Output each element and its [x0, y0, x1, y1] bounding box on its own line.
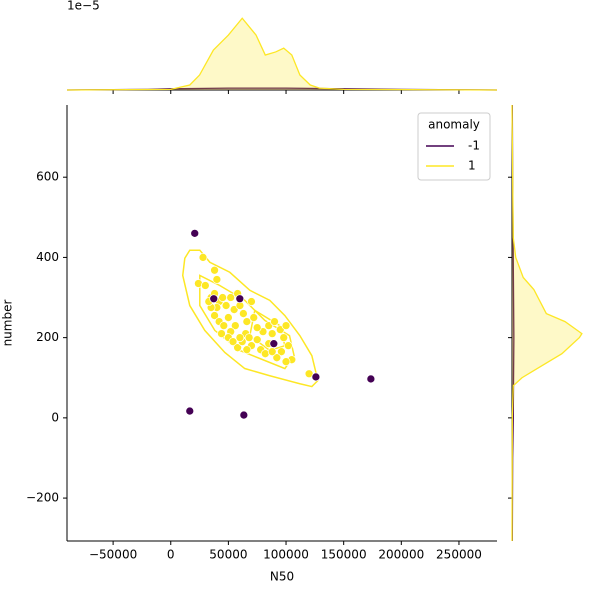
scatter-point — [221, 301, 231, 310]
scatter-point — [219, 321, 229, 330]
y-tick-label: 200 — [36, 330, 59, 344]
scatter-point — [226, 293, 236, 302]
y-tick-label: −200 — [26, 491, 59, 505]
scatter-point — [247, 297, 256, 306]
scatter-point — [279, 333, 289, 342]
scatter-point — [233, 343, 242, 353]
kde-area — [67, 18, 497, 91]
y-tick-label: 400 — [36, 250, 59, 264]
scatter-point — [242, 317, 252, 326]
scatter-point — [252, 335, 262, 344]
scatter-point — [272, 353, 282, 363]
scatter-point — [224, 313, 233, 322]
scatter-point — [228, 337, 238, 347]
y-axis-label: number — [1, 300, 15, 347]
x-tick-label: 250000 — [436, 548, 482, 562]
scatter-point — [185, 406, 195, 416]
scatter-point — [281, 357, 291, 367]
kde-contour — [181, 249, 319, 388]
scatter-point — [230, 321, 240, 330]
scatter-point — [311, 372, 321, 382]
x-tick-label: 150000 — [321, 548, 367, 562]
legend-label: 1 — [468, 159, 476, 173]
scatter-point — [217, 329, 226, 338]
scatter-point — [267, 347, 277, 357]
scatter-point — [244, 333, 254, 342]
kde-line — [66, 17, 498, 91]
scatter-point — [212, 275, 222, 284]
x-axis-label: N50 — [270, 570, 294, 584]
scatter-point — [198, 253, 208, 262]
scatter-point — [218, 293, 227, 302]
scatter-point — [235, 333, 245, 342]
x-tick-label: −50000 — [89, 548, 137, 562]
scatter-point — [281, 321, 291, 330]
scatter-point — [209, 294, 219, 304]
scatter-point — [190, 229, 200, 238]
x-tick-label: 100000 — [263, 548, 309, 562]
y-tick-label: 0 — [51, 410, 59, 424]
scatter-point — [277, 347, 286, 357]
legend-label: -1 — [468, 139, 480, 153]
x-tick-label: 200000 — [378, 548, 424, 562]
offset-label: 1e−5 — [67, 0, 100, 13]
x-tick-label: 0 — [167, 548, 175, 562]
kde-line — [511, 104, 583, 542]
scatter-point — [239, 410, 249, 420]
scatter-point — [239, 309, 248, 318]
y-tick-label: 600 — [36, 170, 59, 184]
scatter-point — [283, 341, 293, 351]
scatter-point — [270, 317, 279, 326]
scatter-point — [210, 265, 219, 275]
scatter-point — [267, 329, 277, 338]
scatter-point — [366, 374, 376, 384]
scatter-point — [200, 281, 210, 290]
scatter-point — [242, 345, 252, 355]
scatter-point — [249, 313, 259, 322]
scatter-point — [235, 294, 245, 304]
scatter-point — [269, 339, 279, 349]
x-tick-label: 50000 — [209, 548, 247, 562]
scatter-point — [252, 323, 262, 332]
scatter-point — [210, 311, 219, 320]
kde-area — [512, 105, 582, 541]
legend-title: anomaly — [428, 118, 480, 132]
